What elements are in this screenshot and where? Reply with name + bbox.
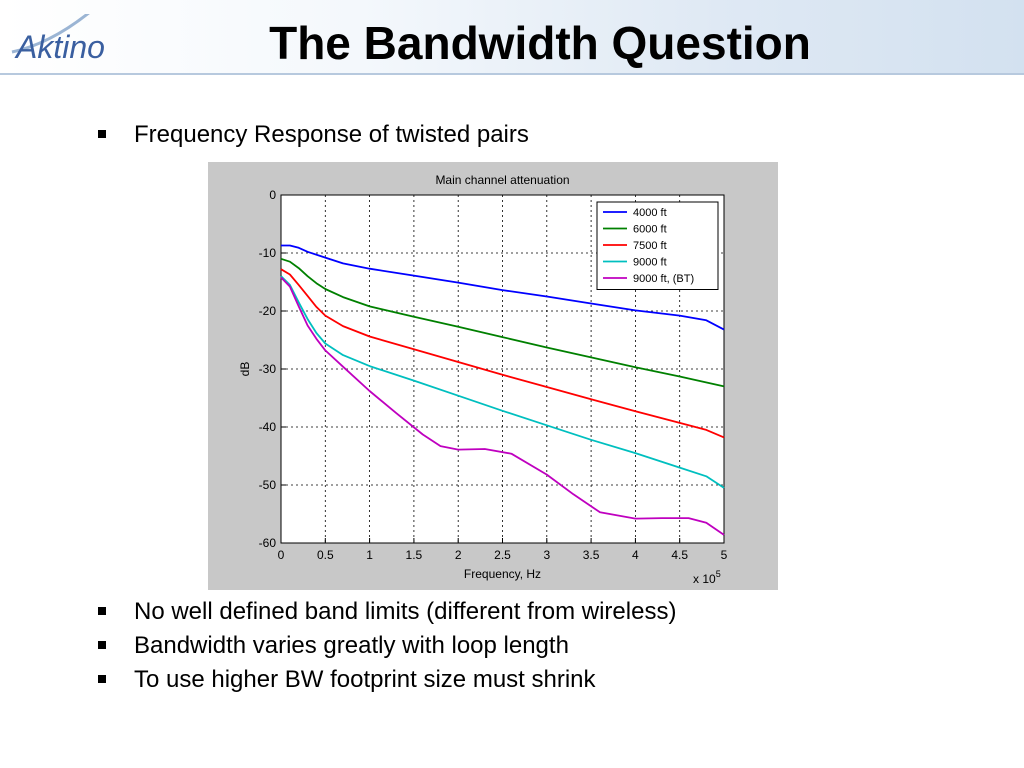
series-line-0 xyxy=(281,244,725,331)
x-tick-label: 3.5 xyxy=(583,548,600,562)
x-axis-label: Frequency, Hz xyxy=(464,567,541,581)
x-tick-label: 0 xyxy=(278,548,285,562)
x-tick-label: 3 xyxy=(543,548,550,562)
series-line-2 xyxy=(280,268,725,439)
x-tick-label: 1 xyxy=(366,548,373,562)
aktino-logo: Aktino xyxy=(10,14,150,65)
bullet-text: To use higher BW footprint size must shr… xyxy=(134,666,596,693)
y-tick-label: 0 xyxy=(269,188,276,202)
chart-title: Main channel attenuation xyxy=(435,173,569,187)
bullet-item: To use higher BW footprint size must shr… xyxy=(98,665,596,695)
x-tick-label: 4 xyxy=(632,548,639,562)
series-line-4 xyxy=(280,276,725,536)
slide-header xyxy=(0,0,1024,74)
legend-label: 4000 ft xyxy=(633,207,667,219)
y-tick-label: -20 xyxy=(259,304,277,318)
series-line-3 xyxy=(280,275,725,489)
series-line-1 xyxy=(280,257,725,388)
page-title: The Bandwidth Question xyxy=(269,17,811,69)
bullet-item: Bandwidth varies greatly with loop lengt… xyxy=(98,631,569,661)
bullet-square-icon xyxy=(98,675,106,683)
y-tick-label: -40 xyxy=(259,420,277,434)
bullet-item: Frequency Response of twisted pairs xyxy=(98,120,529,150)
logo-text: Aktino xyxy=(14,29,105,65)
x-tick-label: 0.5 xyxy=(317,548,334,562)
bullet-text: Bandwidth varies greatly with loop lengt… xyxy=(134,632,569,659)
attenuation-chart: 0 0.5 1 1.5 2 2.5 3 3.5 4 4.5 5 0 -10 -20 -30 -40 -50 -60… xyxy=(238,173,728,586)
x-tick-label: 2.5 xyxy=(494,548,511,562)
y-tick-label: -60 xyxy=(259,536,277,550)
header-divider xyxy=(0,73,1024,75)
y-tick-label: -30 xyxy=(259,362,277,376)
x-tick-label: 1.5 xyxy=(406,548,423,562)
bullet-square-icon xyxy=(98,607,106,615)
bullet-square-icon xyxy=(98,130,106,138)
bullet-text: Frequency Response of twisted pairs xyxy=(134,121,529,148)
legend-label: 6000 ft xyxy=(633,224,667,236)
x-multiplier-exponent: 5 xyxy=(716,569,721,579)
bullet-item: No well defined band limits (different f… xyxy=(98,597,676,627)
legend-label: 9000 ft, (BT) xyxy=(633,273,694,285)
y-tick-label: -10 xyxy=(259,246,277,260)
chart-legend: 4000 ft 6000 ft 7500 ft 9000 ft 9000 ft, (BT… xyxy=(596,201,719,290)
chart-figure: 0 0.5 1 1.5 2 2.5 3 3.5 4 4.5 5 0 -10 -20 -30 -40 -50 -60… xyxy=(208,162,778,590)
legend-label: 9000 ft xyxy=(633,257,667,269)
x-tick-label: 4.5 xyxy=(671,548,688,562)
y-axis-label: dB xyxy=(238,362,252,377)
y-tick-label: -50 xyxy=(259,478,277,492)
bullet-text: No well defined band limits (different f… xyxy=(134,598,677,625)
x-multiplier-label: x 105 xyxy=(693,569,721,586)
bullet-square-icon xyxy=(98,641,106,649)
x-tick-label: 2 xyxy=(455,548,462,562)
x-tick-label: 5 xyxy=(721,548,728,562)
logo-swoosh-icon xyxy=(11,14,90,54)
legend-label: 7500 ft xyxy=(633,240,667,252)
